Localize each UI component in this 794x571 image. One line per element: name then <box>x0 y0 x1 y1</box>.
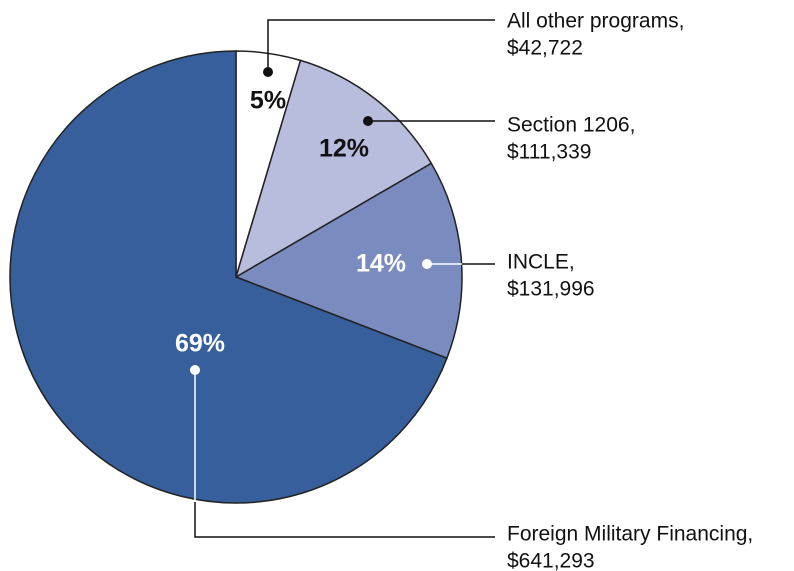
category-label: Section 1206, <box>507 114 635 137</box>
leader-dot <box>363 116 373 126</box>
category-label: All other programs, <box>507 10 684 33</box>
value-label: $111,339 <box>507 141 591 164</box>
leader-dot <box>422 259 432 269</box>
percent-label: 14% <box>356 250 406 278</box>
leader-line <box>194 502 495 538</box>
category-label: INCLE, <box>507 251 575 274</box>
percent-label: 12% <box>319 135 369 163</box>
percent-label: 5% <box>250 87 286 115</box>
pie-slice <box>234 59 433 279</box>
pie-slice <box>9 50 448 504</box>
value-label: $42,722 <box>507 37 583 60</box>
percent-label: 69% <box>175 330 225 358</box>
leader-line <box>267 19 495 72</box>
value-label: $641,293 <box>507 550 595 571</box>
category-label: Foreign Military Financing, <box>507 523 753 546</box>
leader-dot <box>263 67 273 77</box>
value-label: $131,996 <box>507 278 595 301</box>
leader-dot <box>190 365 200 375</box>
pie-slice <box>234 162 463 360</box>
